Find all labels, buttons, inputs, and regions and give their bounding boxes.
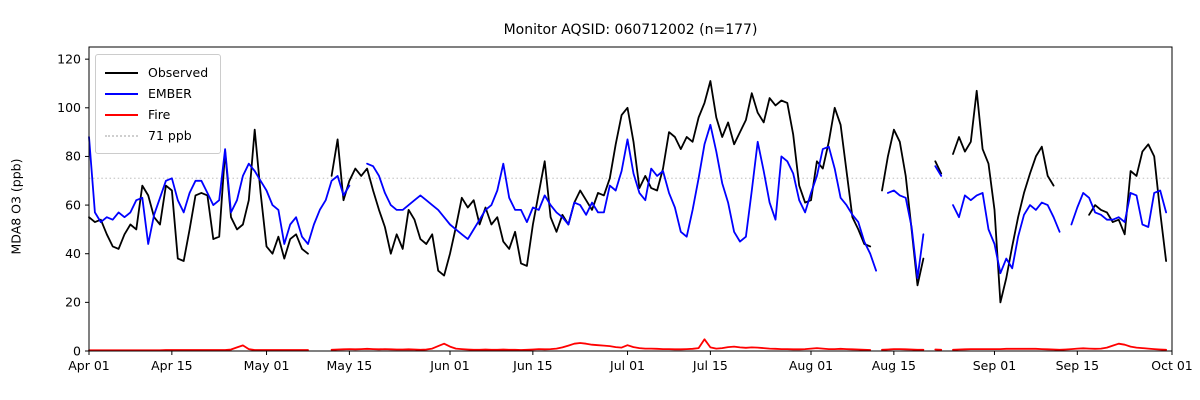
x-tick-label: Aug 15 — [872, 358, 916, 373]
x-tick-label: Sep 15 — [1056, 358, 1099, 373]
x-tick-label: Jun 15 — [512, 358, 552, 373]
x-tick-label: Jun 01 — [429, 358, 469, 373]
legend-label: EMBER — [148, 86, 192, 101]
y-tick-label: 120 — [57, 51, 81, 66]
x-tick-label: May 15 — [327, 358, 373, 373]
legend-item-ember: EMBER — [105, 83, 208, 104]
fire-line — [88, 338, 1167, 352]
legend-box: Observed EMBER Fire 71 ppb — [95, 54, 222, 154]
y-axis-label: MDA8 O3 (ppb) — [8, 158, 24, 255]
x-tick-label: Jul 15 — [692, 358, 728, 373]
y-tick-label: 0 — [73, 343, 81, 358]
x-tick-label: Apr 15 — [151, 358, 193, 373]
observed-line-swatch — [105, 71, 138, 74]
x-tick-label: May 01 — [244, 358, 290, 373]
legend-label: 71 ppb — [148, 128, 192, 143]
y-tick-label: 60 — [65, 197, 81, 212]
y-tick-label: 20 — [65, 295, 81, 310]
legend-item-fire: Fire — [105, 104, 208, 125]
x-tick-label: Sep 01 — [973, 358, 1016, 373]
y-tick-label: 100 — [57, 100, 81, 115]
axes-box — [88, 46, 1173, 352]
legend-label: Observed — [148, 65, 209, 80]
x-tick-label: Aug 01 — [789, 358, 833, 373]
legend-item-observed: Observed — [105, 62, 208, 83]
legend-label: Fire — [148, 107, 171, 122]
observed-line — [88, 80, 1167, 304]
y-tick-label: 40 — [65, 246, 81, 261]
x-tick-label: Jul 01 — [609, 358, 645, 373]
threshold-line-swatch — [105, 134, 138, 137]
ember-line — [88, 123, 1167, 279]
ember-line-swatch — [105, 92, 138, 95]
fire-line-swatch — [105, 113, 138, 116]
x-tick-label: Apr 01 — [68, 358, 110, 373]
chart-title: Monitor AQSID: 060712002 (n=177) — [503, 22, 758, 38]
x-tick-label: Oct 01 — [1151, 358, 1193, 373]
y-tick-label: 80 — [65, 149, 81, 164]
legend-item-threshold: 71 ppb — [105, 125, 208, 146]
